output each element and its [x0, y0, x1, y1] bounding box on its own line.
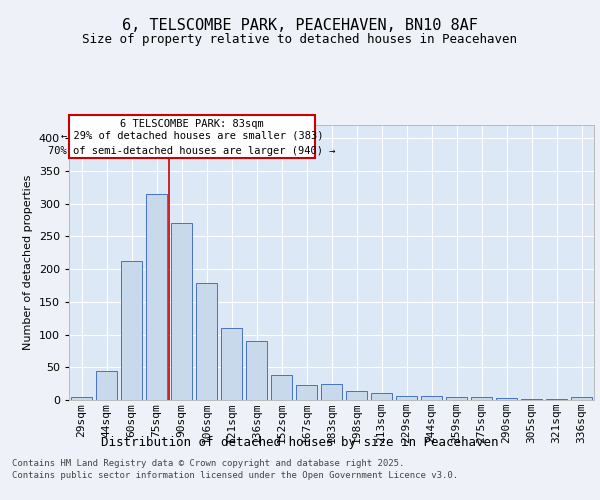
Text: Size of property relative to detached houses in Peacehaven: Size of property relative to detached ho… [83, 32, 517, 46]
Text: ← 29% of detached houses are smaller (383): ← 29% of detached houses are smaller (38… [61, 130, 323, 140]
Text: 6, TELSCOMBE PARK, PEACEHAVEN, BN10 8AF: 6, TELSCOMBE PARK, PEACEHAVEN, BN10 8AF [122, 18, 478, 32]
Text: 70% of semi-detached houses are larger (940) →: 70% of semi-detached houses are larger (… [48, 146, 336, 156]
Bar [546, 398, 567, 400]
Bar [471, 396, 492, 400]
Y-axis label: Number of detached properties: Number of detached properties [23, 175, 33, 350]
Bar [421, 396, 442, 400]
Bar [321, 384, 342, 400]
Text: Distribution of detached houses by size in Peacehaven: Distribution of detached houses by size … [101, 436, 499, 449]
Bar [296, 385, 317, 400]
Bar [221, 328, 242, 400]
Bar [271, 375, 292, 400]
Bar [346, 391, 367, 400]
Bar [96, 371, 117, 400]
Text: Contains HM Land Registry data © Crown copyright and database right 2025.: Contains HM Land Registry data © Crown c… [12, 460, 404, 468]
Bar [571, 398, 592, 400]
Bar [146, 194, 167, 400]
Bar [71, 396, 92, 400]
Bar [196, 283, 217, 400]
Bar [121, 261, 142, 400]
Text: 6 TELSCOMBE PARK: 83sqm: 6 TELSCOMBE PARK: 83sqm [120, 119, 264, 129]
Bar [171, 222, 192, 400]
Bar [371, 393, 392, 400]
Bar [496, 398, 517, 400]
Bar [246, 341, 267, 400]
Bar [446, 398, 467, 400]
Text: Contains public sector information licensed under the Open Government Licence v3: Contains public sector information licen… [12, 472, 458, 480]
Bar [396, 396, 417, 400]
